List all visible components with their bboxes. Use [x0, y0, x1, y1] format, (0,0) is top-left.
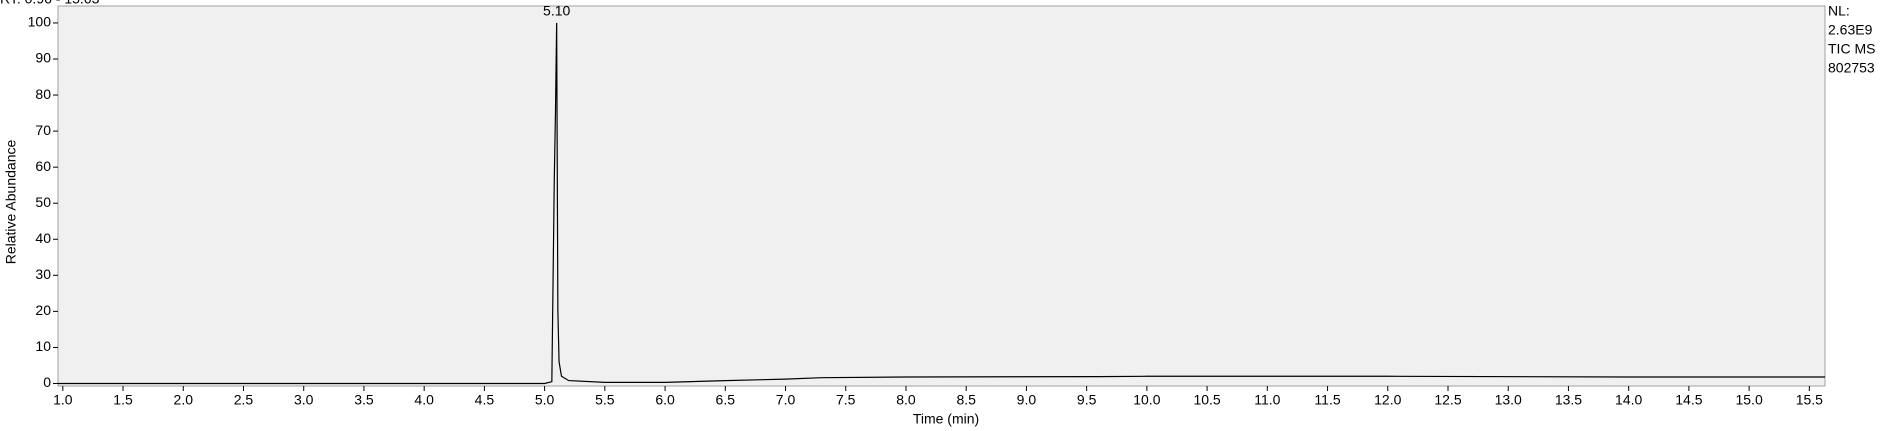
y-tick-label: 40 [35, 230, 51, 246]
x-tick-label: 5.5 [595, 392, 615, 408]
x-tick-label: 8.0 [896, 392, 916, 408]
x-tick-label: 9.0 [1017, 392, 1037, 408]
x-tick-label: 8.5 [956, 392, 976, 408]
x-tick-label: 10.0 [1133, 392, 1160, 408]
y-tick-label: 60 [35, 158, 51, 174]
plot-area [57, 5, 1826, 387]
side-label: 802753 [1828, 60, 1875, 76]
y-tick-label: 20 [35, 302, 51, 318]
x-tick-label: 6.5 [716, 392, 736, 408]
x-tick-label: 4.5 [475, 392, 495, 408]
trace [58, 22, 1825, 385]
y-tick-label: 10 [35, 338, 51, 354]
x-tick-label: 1.0 [53, 392, 73, 408]
peak-label: 5.10 [543, 3, 570, 19]
side-label: TIC MS [1828, 41, 1875, 57]
y-axis-label: Relative Abundance [3, 140, 19, 265]
x-tick-label: 7.5 [836, 392, 856, 408]
y-tick-label: 0 [43, 374, 51, 390]
x-tick-label: 11.5 [1314, 392, 1340, 408]
side-label: NL: [1828, 3, 1850, 19]
x-tick-label: 2.5 [234, 392, 254, 408]
x-tick-label: 5.0 [535, 392, 555, 408]
x-tick-label: 14.0 [1615, 392, 1642, 408]
x-tick-label: 12.5 [1434, 392, 1461, 408]
x-tick-label: 3.5 [354, 392, 374, 408]
header: RT: 0.96 - 15.63 [0, 0, 100, 7]
x-tick-label: 10.5 [1193, 392, 1220, 408]
x-tick-label: 6.0 [655, 392, 675, 408]
x-axis-label: Time (min) [913, 411, 979, 427]
x-tick-label: 12.0 [1374, 392, 1401, 408]
x-tick-label: 14.5 [1675, 392, 1702, 408]
x-tick-label: 1.5 [113, 392, 133, 408]
x-tick-label: 7.0 [776, 392, 796, 408]
x-tick-label: 3.0 [294, 392, 314, 408]
x-tick-label: 4.0 [414, 392, 434, 408]
x-tick-label: 13.5 [1555, 392, 1582, 408]
x-tick-label: 9.5 [1077, 392, 1097, 408]
y-tick-label: 70 [35, 122, 51, 138]
y-tick-label: 50 [35, 194, 51, 210]
x-tick-label: 15.5 [1796, 392, 1823, 408]
y-tick-label: 90 [35, 50, 51, 66]
y-tick-label: 100 [28, 14, 52, 30]
side-label: 2.63E9 [1828, 22, 1873, 38]
x-tick-label: 15.0 [1735, 392, 1762, 408]
y-tick-label: 80 [35, 86, 51, 102]
x-tick-label: 11.0 [1254, 392, 1280, 408]
x-tick-label: 13.0 [1495, 392, 1522, 408]
y-tick-label: 30 [35, 266, 51, 282]
x-tick-label: 2.0 [174, 392, 194, 408]
